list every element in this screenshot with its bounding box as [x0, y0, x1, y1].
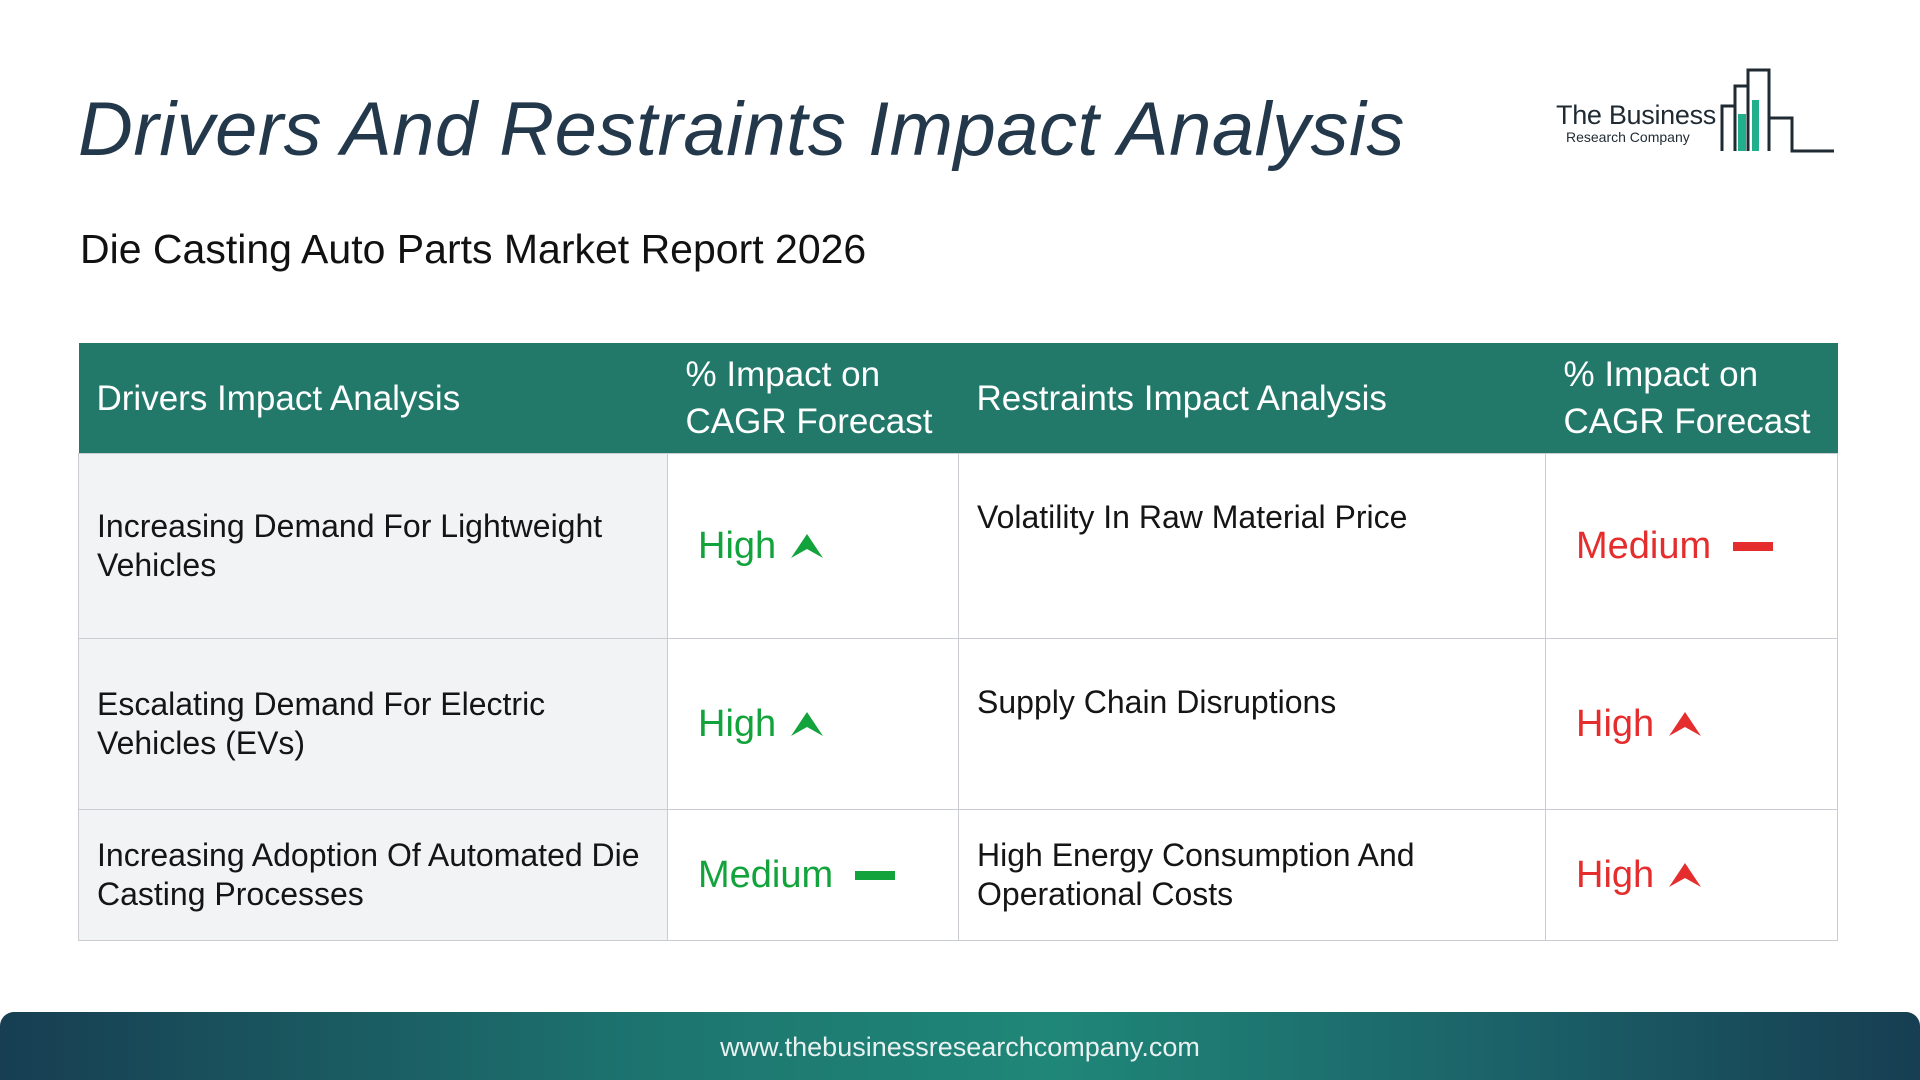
restraint-impact-cell: High [1545, 638, 1838, 810]
dash-icon [1733, 541, 1774, 551]
driver-cell: Increasing Adoption Of Automated Die Cas… [78, 809, 668, 941]
logo-text-primary: The Business [1556, 100, 1716, 130]
impact-level: High [1576, 702, 1655, 745]
report-subtitle: Die Casting Auto Parts Market Report 202… [80, 226, 867, 272]
table-row: Increasing Adoption Of Automated Die Cas… [78, 809, 1838, 941]
impact-level: High [1576, 853, 1655, 896]
restraint-impact-cell: High [1545, 809, 1838, 941]
header-driver-impact: % Impact on CAGR Forecast [667, 343, 959, 454]
up-arrow-icon [1669, 863, 1702, 887]
header-restraints: Restraints Impact Analysis [958, 343, 1546, 454]
dash-icon [855, 870, 896, 880]
header-restraint-impact: % Impact on CAGR Forecast [1545, 343, 1838, 454]
restraint-cell: Volatility In Raw Material Price [958, 453, 1546, 639]
page-title: Drivers And Restraints Impact Analysis [78, 87, 1405, 172]
up-arrow-icon [791, 712, 824, 736]
driver-cell: Escalating Demand For Electric Vehicles … [78, 638, 668, 810]
impact-analysis-table: Drivers Impact Analysis % Impact on CAGR… [78, 343, 1838, 941]
impact-level: High [698, 702, 777, 745]
driver-impact-cell: Medium [667, 809, 959, 941]
restraint-cell: Supply Chain Disruptions [958, 638, 1546, 810]
impact-level: Medium [1576, 524, 1712, 567]
logo-bars-icon [1720, 68, 1834, 153]
header-drivers: Drivers Impact Analysis [78, 343, 668, 454]
footer-url-link[interactable]: www.thebusinessresearchcompany.com [720, 1032, 1200, 1062]
driver-impact-cell: High [667, 638, 959, 810]
up-arrow-icon [791, 534, 824, 558]
footer-bar: www.thebusinessresearchcompany.com [0, 1012, 1920, 1080]
restraint-impact-cell: Medium [1545, 453, 1838, 639]
driver-cell: Increasing Demand For Lightweight Vehicl… [78, 453, 668, 639]
up-arrow-icon [1669, 712, 1702, 736]
logo-text-secondary: Research Company [1566, 129, 1690, 145]
impact-level: Medium [698, 853, 834, 896]
impact-level: High [698, 524, 777, 567]
table-row: Escalating Demand For Electric Vehicles … [78, 638, 1838, 810]
company-logo: The Business Research Company [1552, 66, 1836, 156]
restraint-cell: High Energy Consumption And Operational … [958, 809, 1546, 941]
driver-impact-cell: High [667, 453, 959, 639]
table-header-row: Drivers Impact Analysis % Impact on CAGR… [78, 343, 1838, 454]
table-row: Increasing Demand For Lightweight Vehicl… [78, 453, 1838, 639]
